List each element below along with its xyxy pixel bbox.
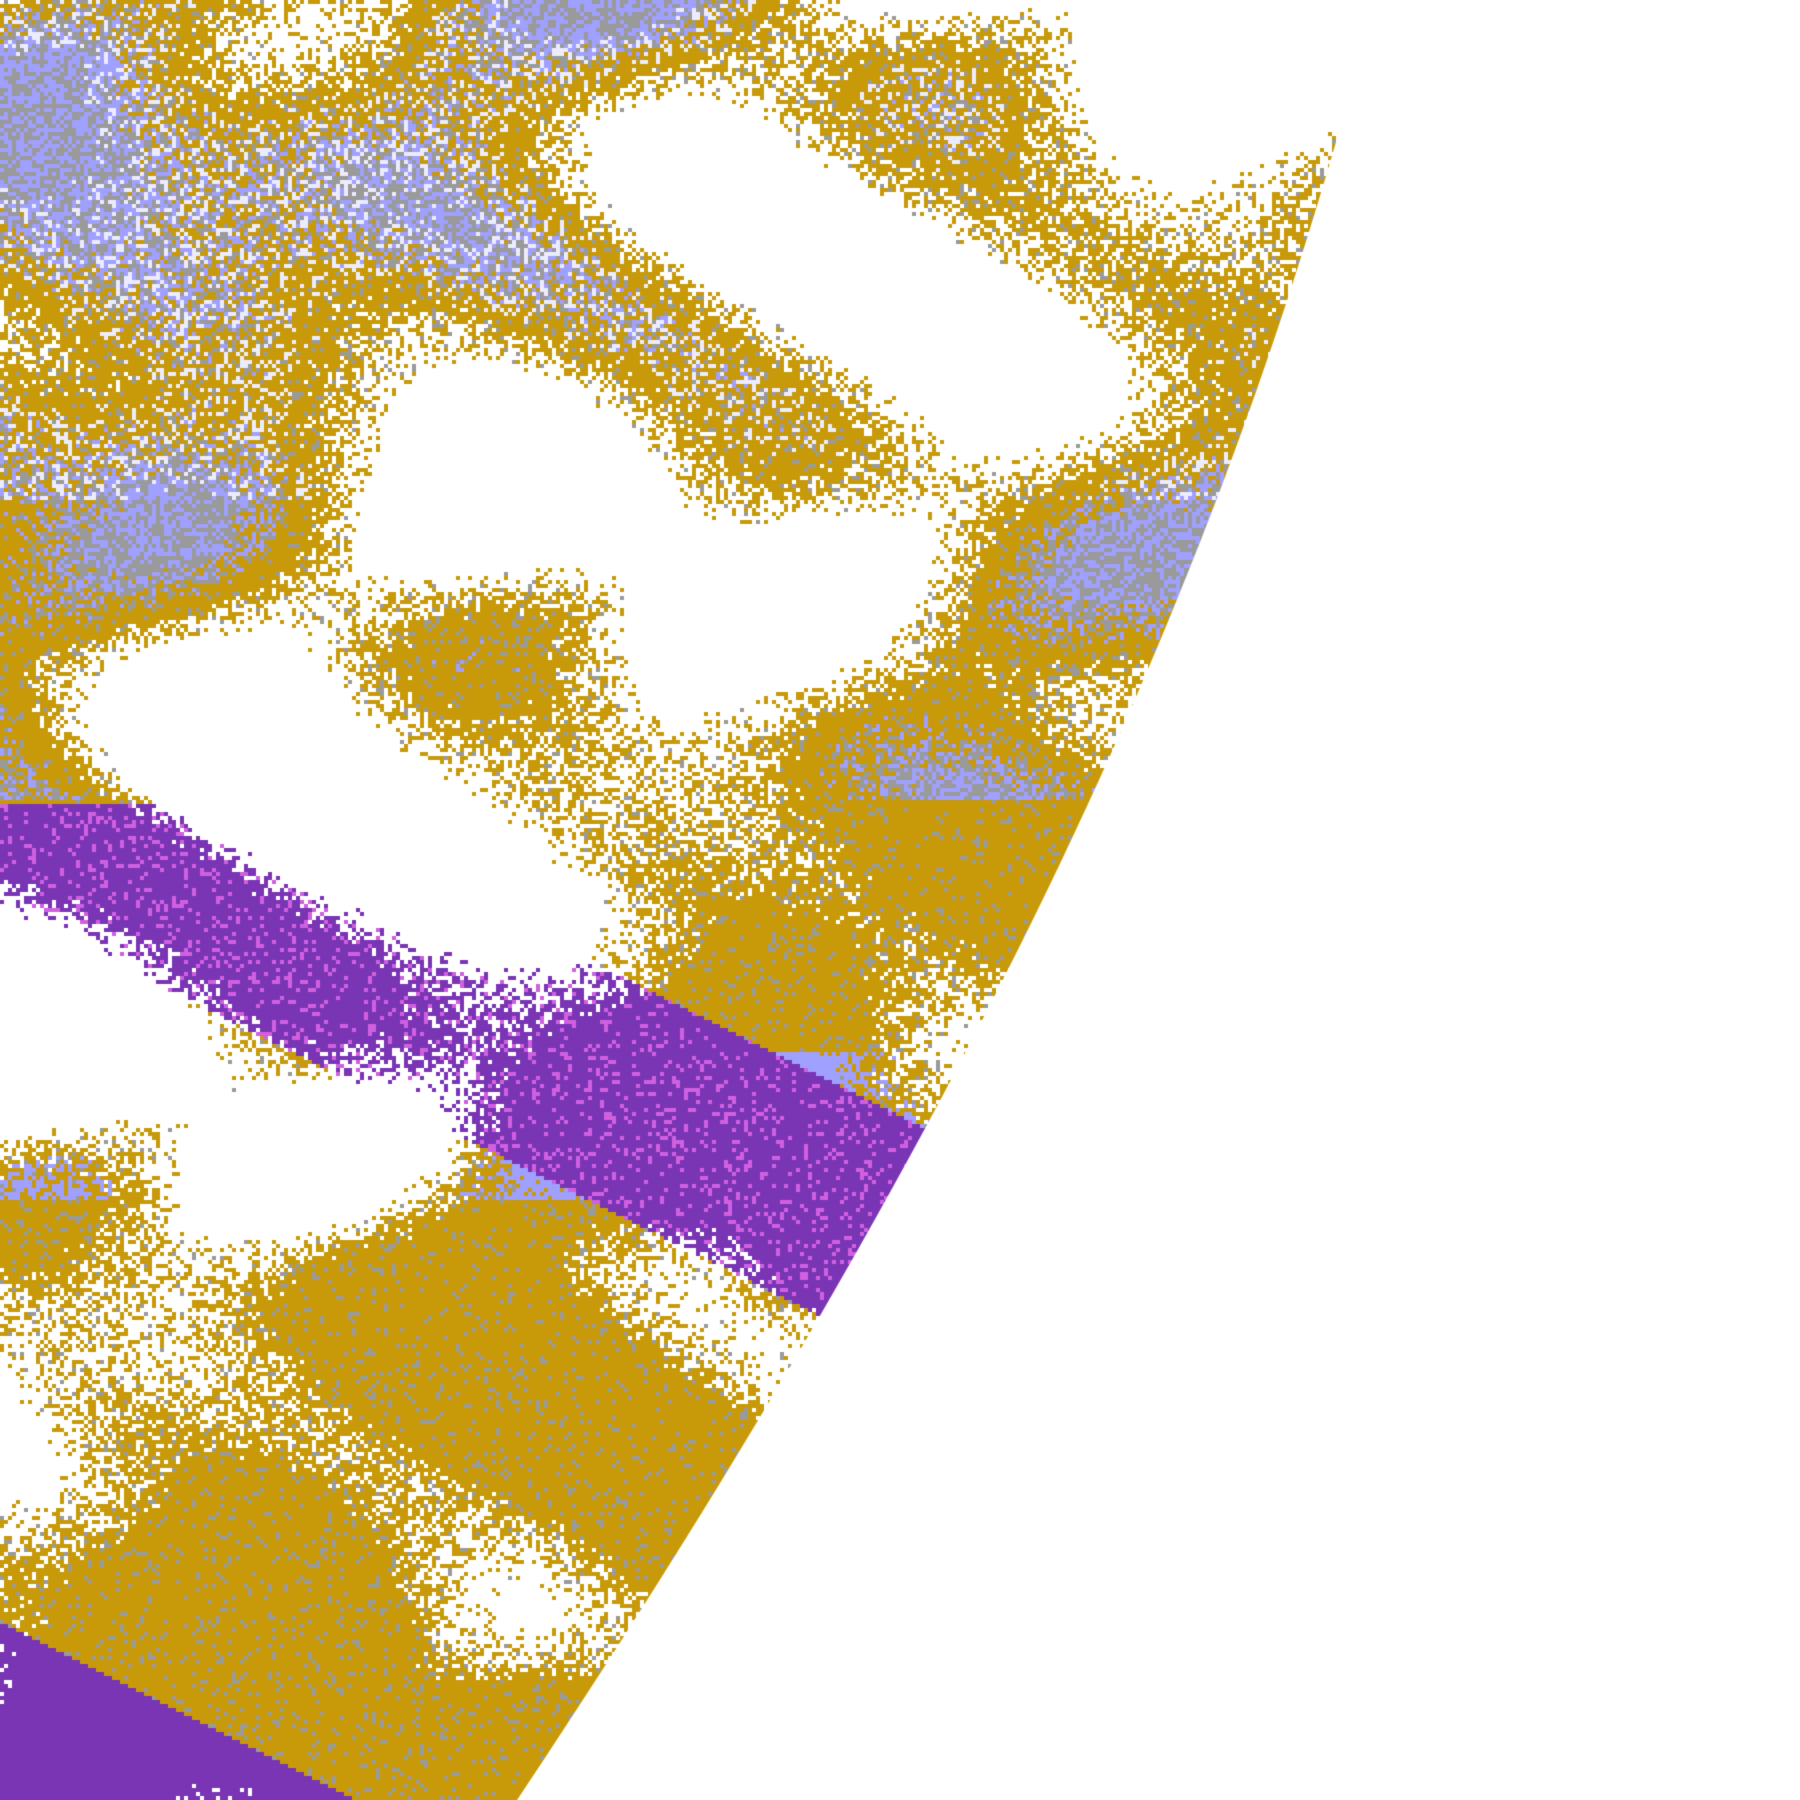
satellite-cloud-map (0, 0, 1800, 1800)
